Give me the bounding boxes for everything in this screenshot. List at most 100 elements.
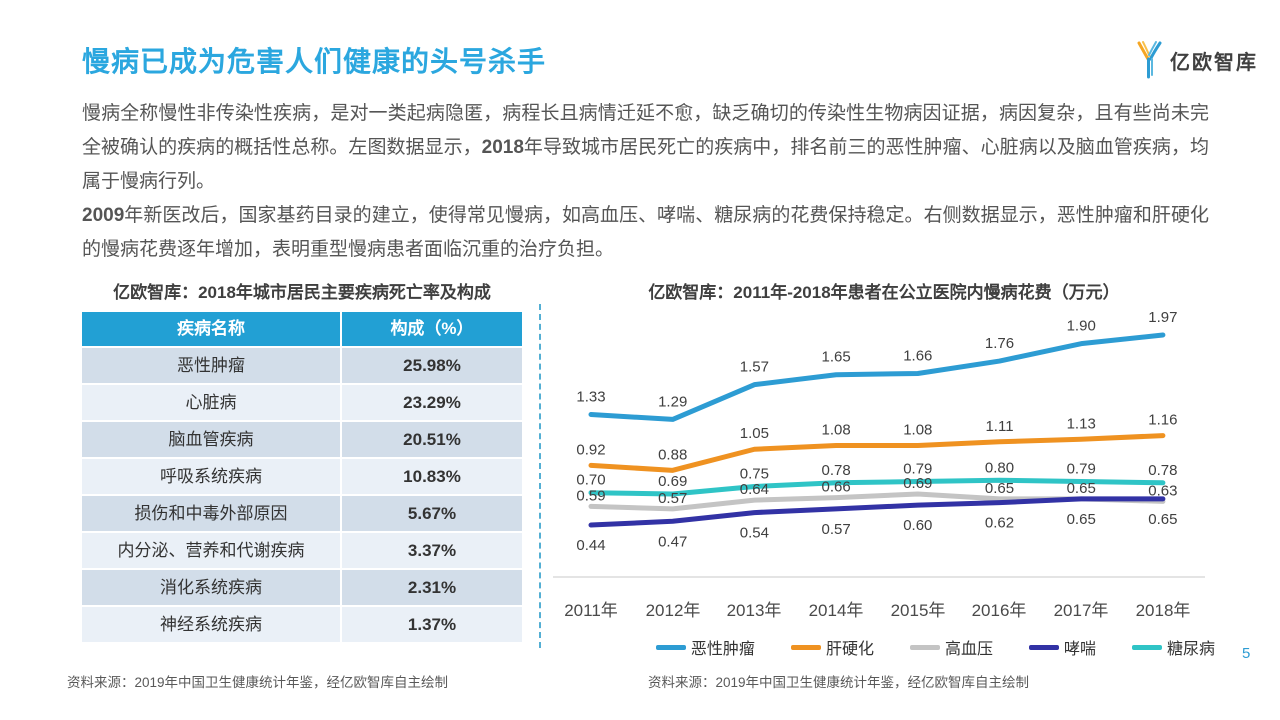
disease-share: 10.83% [342,459,522,494]
data-label: 0.80 [985,459,1014,476]
disease-share: 20.51% [342,422,522,457]
disease-name: 内分泌、营养和代谢疾病 [82,533,340,568]
data-label: 0.65 [985,480,1014,497]
x-tick: 2011年 [564,601,618,620]
legend-label: 恶性肿瘤 [690,641,755,658]
x-tick: 2015年 [890,601,946,620]
disease-name: 脑血管疾病 [82,422,340,457]
data-label: 0.57 [658,490,687,507]
x-tick: 2017年 [1053,601,1109,620]
data-label: 0.44 [576,537,605,554]
data-label: 1.13 [1067,415,1096,432]
legend-item: 糖尿病 [1131,635,1215,659]
data-label: 1.57 [740,359,769,376]
disease-share: 25.98% [342,348,522,383]
mortality-table: 疾病名称 构成（%） 恶性肿瘤 25.98% 心脏病 23.29% 脑血管疾病 … [82,312,522,642]
legend-line-icon [1131,644,1162,650]
source-note-right: 资料来源：2019年中国卫生健康统计年鉴，经亿欧智库自主绘制 [648,675,1030,690]
data-label: 1.29 [658,393,687,410]
table-header-disease: 疾病名称 [82,312,340,346]
data-label: 1.33 [576,388,605,405]
p1-text-end: 年导致城市居民死亡的疾病中，排名前三的恶性肿瘤、心脏病以及脑血管疾病，均属于慢病… [82,137,1209,192]
data-label: 0.79 [903,461,932,478]
p1-bold-year: 2018 [481,137,524,158]
x-tick: 2013年 [726,601,782,620]
data-label: 0.78 [1148,462,1177,479]
data-label: 0.65 [1148,511,1177,528]
logo: 亿欧智库 [1134,40,1258,80]
data-label: 0.62 [985,515,1014,532]
logo-text: 亿欧智库 [1170,51,1258,74]
p2-text-end: 年新医改后，国家基药目录的建立，使得常见慢病，如高血压、哮喘、糖尿病的花费保持稳… [82,205,1209,260]
legend-item: 肝硬化 [790,635,874,659]
disease-share: 5.67% [342,496,522,531]
data-label: 0.75 [740,465,769,482]
page-title: 慢病已成为危害人们健康的头号杀手 [82,46,547,77]
p2-bold-year: 2009 [82,205,125,226]
table-row: 消化系统疾病 2.31% [82,570,522,605]
data-label: 0.66 [821,479,850,496]
disease-share: 1.37% [342,607,522,642]
disease-name: 恶性肿瘤 [82,348,340,383]
x-tick: 2012年 [645,601,701,620]
series-line-3 [588,496,1166,528]
data-label: 1.16 [1148,412,1177,429]
table-row: 内分泌、营养和代谢疾病 3.37% [82,533,522,568]
disease-share: 23.29% [342,385,522,420]
logo-y-icon [1137,41,1162,79]
data-label: 0.70 [576,472,605,489]
data-label: 1.11 [985,418,1013,435]
series-line-0 [588,332,1166,422]
table-row: 脑血管疾病 20.51% [82,422,522,457]
legend-item: 高血压 [909,635,993,659]
p1-text: 慢病全称慢性非传染性疾病，是对一类起病隐匿，病程长且病情迁延不愈，缺乏确切的传染… [82,103,1209,158]
legend-label: 肝硬化 [825,641,874,658]
data-label: 1.76 [985,335,1014,352]
table-row: 恶性肿瘤 25.98% [82,348,522,383]
legend-label: 糖尿病 [1166,641,1215,658]
table-row: 心脏病 23.29% [82,385,522,420]
data-label: 0.47 [658,533,687,550]
legend-line-icon [909,644,940,650]
page-number: 5 [1242,645,1251,662]
chart-title: 亿欧智库：2011年-2018年患者在公立医院内慢病花费（万元） [648,283,1120,302]
intro-text: 慢病全称慢性非传染性疾病，是对一类起病隐匿，病程长且病情迁延不愈，缺乏确切的传染… [82,97,1209,267]
disease-share: 3.37% [342,533,522,568]
data-label: 0.69 [658,473,687,490]
data-label: 1.08 [821,422,850,439]
disease-name: 消化系统疾病 [82,570,340,605]
data-label: 0.69 [903,475,932,492]
data-label: 1.05 [740,425,769,442]
disease-share: 2.31% [342,570,522,605]
data-label: 1.97 [1148,309,1177,326]
data-label: 0.60 [903,517,932,534]
data-label: 0.79 [1067,461,1096,478]
data-label: 0.65 [1067,511,1096,528]
disease-name: 神经系统疾病 [82,607,340,642]
table-row: 神经系统疾病 1.37% [82,607,522,642]
data-label: 0.57 [821,521,850,538]
data-label: 1.66 [903,347,932,364]
legend-label: 高血压 [944,641,993,658]
data-label: 0.88 [658,446,687,463]
legend-line-icon [790,644,821,650]
disease-name: 损伤和中毒外部原因 [82,496,340,531]
series-line-4 [588,477,1166,497]
intro-paragraph-1: 慢病全称慢性非传染性疾病，是对一类起病隐匿，病程长且病情迁延不愈，缺乏确切的传染… [82,97,1209,199]
x-tick: 2014年 [808,601,864,620]
chart-legend: 恶性肿瘤 肝硬化 高血压 哮喘 糖尿病 [545,636,1215,658]
data-label: 1.90 [1067,318,1096,335]
data-label: 1.65 [821,349,850,366]
table-header-share: 构成（%） [342,312,522,346]
data-label: 0.78 [821,462,850,479]
data-label: 0.54 [740,525,769,542]
source-note-left: 资料来源：2019年中国卫生健康统计年鉴，经亿欧智库自主绘制 [67,675,449,690]
table-title: 亿欧智库：2018年城市居民主要疾病死亡率及构成 [113,283,491,302]
table-header-row: 疾病名称 构成（%） [82,312,522,346]
data-label: 0.59 [576,487,605,504]
data-label: 0.63 [1148,482,1177,499]
x-tick: 2018年 [1135,601,1191,620]
data-label: 0.92 [576,441,605,458]
legend-item: 恶性肿瘤 [655,635,755,659]
